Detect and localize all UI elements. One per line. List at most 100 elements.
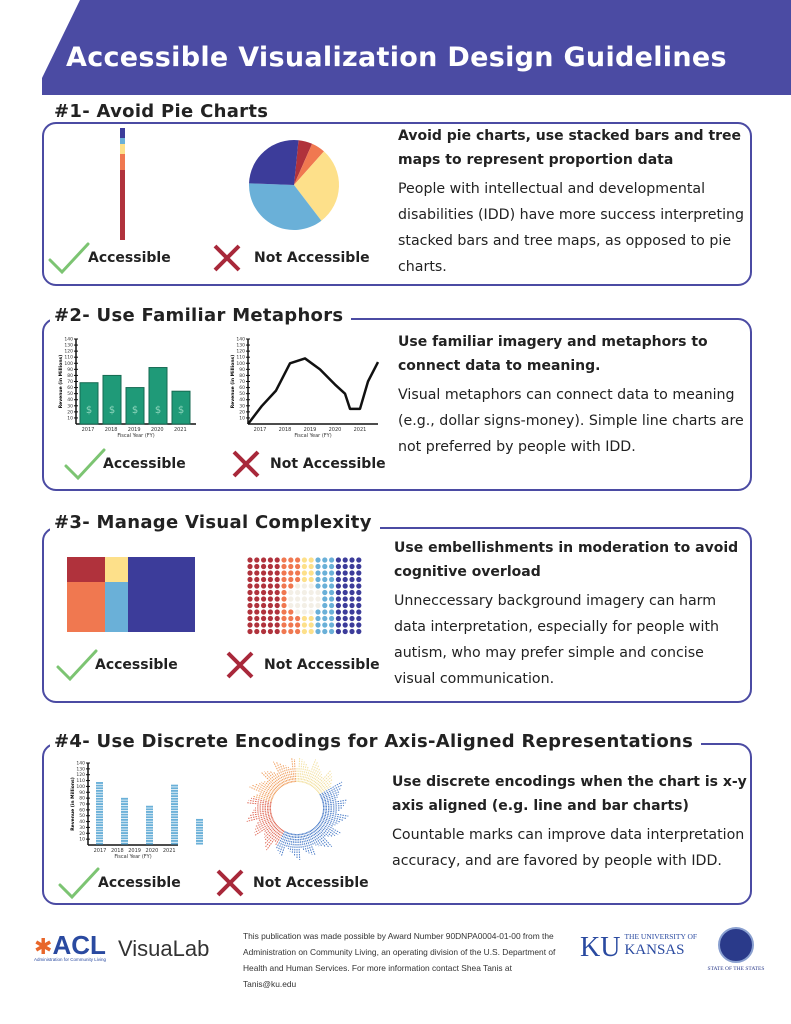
dot [315, 563, 321, 570]
dot [261, 589, 267, 596]
y-tick-label: 30 [79, 825, 85, 831]
radial-mark [308, 830, 317, 846]
bar-unit [121, 826, 128, 829]
radial-mark [310, 770, 322, 787]
dot [295, 622, 301, 628]
accessible-label: Accessible [88, 250, 171, 266]
dot [295, 570, 301, 576]
bar-unit [146, 818, 153, 821]
dot [247, 602, 253, 609]
radial-mark [301, 763, 307, 783]
dot [335, 583, 341, 589]
y-tick-label: 130 [236, 343, 245, 349]
dot [261, 563, 267, 570]
y-tick-label: 60 [67, 385, 73, 391]
dot [247, 615, 253, 622]
dot [315, 596, 321, 602]
dot [288, 583, 294, 589]
radial-mark [264, 781, 278, 793]
person-icon: ✱ [34, 934, 53, 959]
x-axis-label: Fiscal Year (FY) [117, 433, 154, 439]
accessible-label: Accessible [98, 875, 181, 891]
dot [281, 609, 287, 615]
x-tick-label: 2018 [279, 427, 292, 433]
dot [329, 570, 335, 576]
x-tick-label: 2017 [254, 427, 267, 433]
dot [247, 628, 253, 635]
dot [274, 615, 280, 622]
dot [261, 622, 267, 628]
section-1-lead: Avoid pie charts, use stacked bars and t… [398, 128, 742, 168]
radial-mark [322, 805, 344, 808]
dot [335, 628, 341, 635]
y-tick-label: 60 [79, 807, 85, 813]
bar-unit [96, 789, 103, 792]
bar-unit [96, 805, 103, 808]
bar-unit [196, 834, 203, 837]
sos-label: STATE OF THE STATES [707, 966, 765, 972]
bar-unit [146, 824, 153, 827]
pie-slice [248, 183, 322, 231]
y-tick-label: 30 [239, 403, 245, 409]
bar-unit [196, 821, 203, 824]
cross-icon [216, 869, 244, 897]
dot [349, 628, 355, 635]
radial-mark [261, 781, 277, 794]
bar-unit [171, 829, 178, 832]
x-tick-label: 2019 [128, 427, 141, 433]
bar-unit [121, 840, 128, 842]
bar-unit [121, 829, 128, 832]
dot [322, 557, 328, 563]
radial-mark [322, 812, 347, 819]
radial-mark [254, 819, 275, 830]
dot [261, 602, 267, 609]
dot [356, 576, 362, 583]
dot [295, 563, 301, 570]
dot [342, 589, 348, 596]
y-tick-label: 20 [67, 409, 73, 415]
dot [301, 576, 307, 583]
cross-icon [232, 450, 260, 478]
dot [267, 557, 273, 563]
bar-unit [121, 811, 128, 813]
check-icon [56, 649, 98, 682]
y-tick-label: 120 [76, 772, 85, 778]
dot [295, 628, 301, 635]
radial-mark [248, 799, 272, 805]
radial-mark [246, 814, 273, 822]
dot [301, 570, 307, 576]
dot [315, 602, 321, 609]
bar-unit [146, 829, 153, 832]
dot [288, 563, 294, 570]
y-tick-label: 10 [67, 415, 73, 421]
treemap-cell [128, 557, 195, 632]
radial-mark [318, 785, 332, 795]
bar-unit [96, 816, 103, 819]
dot [301, 557, 307, 563]
y-tick-label: 40 [79, 819, 85, 825]
y-tick-label: 120 [236, 349, 245, 355]
dot [274, 589, 280, 596]
dollar-sign: $ [132, 405, 138, 416]
radial-mark [299, 833, 302, 849]
y-tick-label: 90 [79, 790, 85, 796]
bar-unit [146, 837, 153, 840]
accessible-label: Accessible [103, 456, 186, 472]
radial-mark [322, 799, 348, 805]
dot [254, 576, 260, 583]
section-2-body: Visual metaphors can connect data to mea… [398, 387, 744, 455]
dot [342, 609, 348, 615]
dot [356, 563, 362, 570]
dot [247, 589, 253, 596]
bar-unit [121, 800, 128, 803]
dot [329, 615, 335, 622]
y-tick-label: 100 [64, 361, 73, 367]
dot [335, 570, 341, 576]
dot [288, 609, 294, 615]
x-tick-label: 2021 [354, 427, 367, 433]
pie-slice [249, 139, 299, 185]
dot [322, 583, 328, 589]
y-tick-label: 140 [76, 761, 85, 767]
dot [288, 589, 294, 596]
check-icon [48, 242, 90, 275]
